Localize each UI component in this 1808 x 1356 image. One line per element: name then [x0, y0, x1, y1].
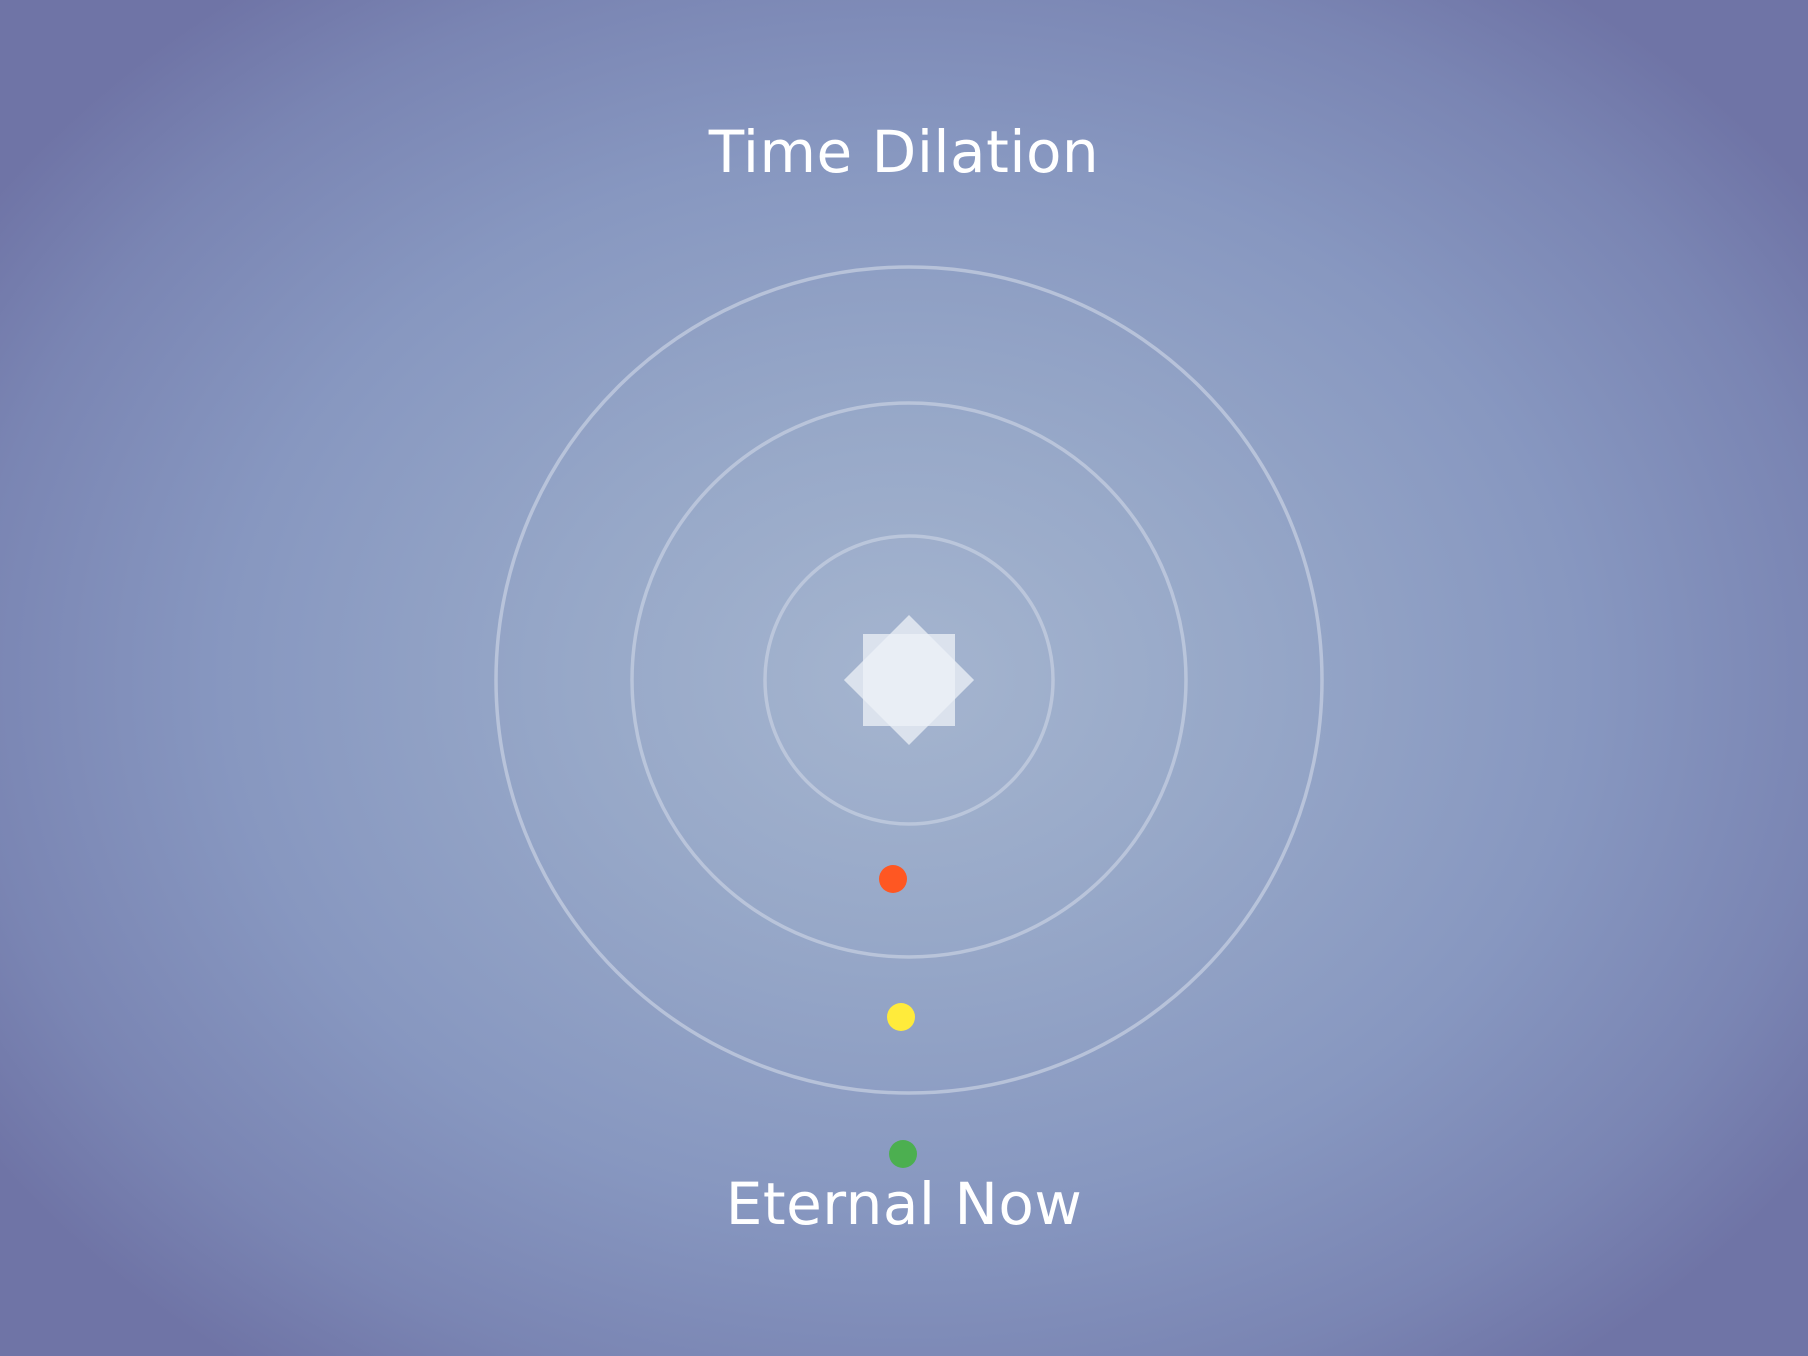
- yellow-marker: [887, 1003, 915, 1031]
- page-title: Time Dilation: [708, 118, 1100, 186]
- outer-orbit-ring: [494, 265, 1324, 1095]
- green-marker: [889, 1140, 917, 1168]
- center-star-icon: [843, 614, 975, 746]
- middle-orbit-ring: [630, 401, 1188, 959]
- caption-text: Eternal Now: [725, 1170, 1083, 1238]
- red-marker: [879, 865, 907, 893]
- inner-orbit-ring: [763, 534, 1055, 826]
